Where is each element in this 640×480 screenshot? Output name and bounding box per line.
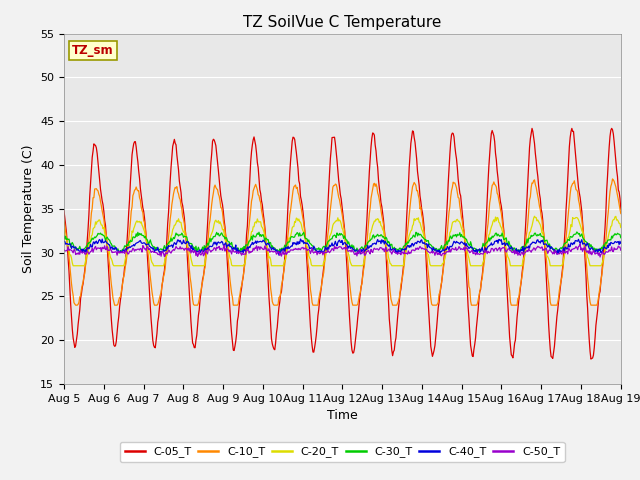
C-30_T — [566, 238, 573, 243]
C-40_T — [297, 236, 305, 242]
C-40_T — [242, 248, 250, 254]
C-10_T — [72, 302, 79, 308]
C-10_T — [566, 200, 573, 205]
C-05_T — [617, 206, 625, 212]
C-50_T — [209, 248, 216, 253]
Title: TZ SoilVue C Temperature: TZ SoilVue C Temperature — [243, 15, 442, 30]
C-10_T — [60, 217, 68, 223]
C-40_T — [76, 248, 84, 254]
C-10_T — [243, 248, 250, 253]
C-05_T — [564, 162, 572, 168]
C-30_T — [530, 233, 538, 239]
C-05_T — [150, 344, 158, 350]
C-20_T — [60, 226, 68, 232]
C-05_T — [529, 129, 537, 134]
Text: TZ_sm: TZ_sm — [72, 44, 114, 57]
C-20_T — [69, 263, 77, 269]
C-05_T — [76, 307, 84, 313]
C-20_T — [77, 263, 84, 269]
C-50_T — [596, 254, 604, 260]
C-50_T — [529, 247, 537, 253]
C-30_T — [76, 243, 84, 249]
C-30_T — [243, 242, 250, 248]
C-40_T — [566, 244, 574, 250]
C-20_T — [617, 225, 625, 230]
C-05_T — [60, 208, 68, 214]
C-20_T — [531, 214, 538, 219]
C-30_T — [573, 229, 580, 235]
C-50_T — [76, 252, 84, 257]
C-10_T — [617, 211, 625, 216]
C-50_T — [564, 246, 572, 252]
C-40_T — [531, 240, 538, 245]
C-50_T — [150, 250, 158, 255]
C-50_T — [242, 252, 250, 257]
C-20_T — [152, 263, 159, 269]
C-50_T — [576, 241, 584, 247]
C-30_T — [116, 250, 124, 256]
C-30_T — [209, 234, 217, 240]
Line: C-50_T: C-50_T — [64, 244, 621, 257]
C-50_T — [60, 247, 68, 253]
C-10_T — [209, 190, 217, 196]
Line: C-10_T: C-10_T — [64, 179, 621, 305]
C-05_T — [608, 125, 616, 131]
C-05_T — [209, 138, 216, 144]
C-40_T — [275, 252, 283, 258]
C-30_T — [152, 247, 159, 253]
C-10_T — [609, 176, 616, 182]
C-20_T — [566, 227, 574, 233]
X-axis label: Time: Time — [327, 409, 358, 422]
Line: C-05_T: C-05_T — [64, 128, 621, 359]
C-20_T — [243, 250, 250, 255]
Line: C-40_T: C-40_T — [64, 239, 621, 255]
C-40_T — [60, 238, 68, 244]
C-30_T — [60, 233, 68, 239]
C-05_T — [587, 356, 595, 362]
C-10_T — [77, 293, 84, 299]
Legend: C-05_T, C-10_T, C-20_T, C-30_T, C-40_T, C-50_T: C-05_T, C-10_T, C-20_T, C-30_T, C-40_T, … — [120, 442, 564, 462]
C-20_T — [530, 215, 538, 221]
C-05_T — [242, 247, 250, 252]
C-20_T — [209, 225, 217, 231]
Line: C-30_T: C-30_T — [64, 232, 621, 253]
C-50_T — [617, 247, 625, 253]
Y-axis label: Soil Temperature (C): Soil Temperature (C) — [22, 144, 35, 273]
Line: C-20_T: C-20_T — [64, 216, 621, 266]
C-30_T — [617, 235, 625, 240]
C-40_T — [209, 243, 216, 249]
C-40_T — [150, 249, 158, 254]
C-10_T — [530, 178, 538, 183]
C-10_T — [152, 302, 159, 308]
C-40_T — [617, 240, 625, 246]
